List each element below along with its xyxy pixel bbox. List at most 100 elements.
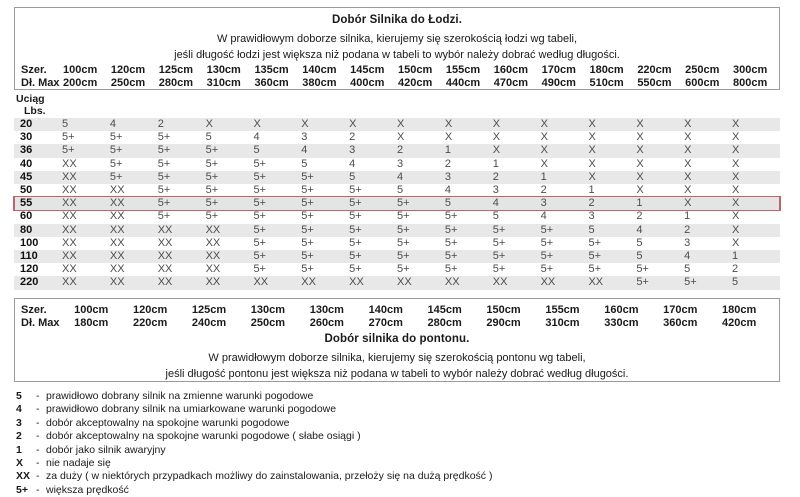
matrix-cell: 5+ [301,263,314,276]
matrix-cell: XX [540,276,589,290]
matrix-cell: 2 [397,144,445,158]
matrix-cell: 3 [349,144,398,158]
matrix-cell: 5+ [157,157,171,170]
matrix-cell: 2 [349,131,356,144]
matrix-cell: 5+ [636,263,649,276]
ponton-length-cell: 330cm [604,317,639,329]
matrix-cell: 5+ [301,223,350,237]
table-row[interactable]: 220 XX XX XX XX XX XX XX XX XX XX XX XX 5+ 5+ 5 [14,276,780,290]
matrix-cell: X [540,131,548,144]
matrix-cell: XX [62,263,77,276]
matrix-cell: XX [62,276,110,290]
matrix-cell: 5+ [684,276,733,290]
table-row[interactable]: 120 XX XX XX XX 5+ 5+ 5+ 5+ 5+ 5+ 5+ 5+ 5+ 5 2 [14,263,780,276]
matrix-cell: 5+ [157,197,206,211]
table-row[interactable]: 40 XX 5+ 5+ 5+ 5+ 5 4 3 2 1 X X X X X [14,158,780,171]
matrix-cell: 5+ [205,157,219,170]
row-label-uciag: 120 [20,263,39,276]
matrix-cell: 4 [684,250,733,264]
table-row[interactable]: 50 XX XX 5+ 5+ 5+ 5+ 5+ 5 4 3 2 1 X X X [14,184,780,197]
boat-width-cell: 220cm [637,64,672,76]
matrix-cell: XX [444,276,493,290]
matrix-cell: X [732,131,740,144]
ponton-width-cell: 170cm [663,304,698,316]
boat-dimension-header: Szer. 100cm 120cm 125cm 130cm 135cm 140cm 145c… [15,64,781,90]
table-row[interactable]: 60 XX XX 5+ 5+ 5+ 5+ 5+ 5+ 5+ 5 4 3 2 1 X [14,210,780,223]
legend-item: 3 - dobór akceptowalny na spokojne warunki… [16,417,786,430]
ponton-header-panel: Szer. 100cm 120cm 125cm 130cm 130cm 140cm 145c… [14,298,780,382]
matrix-cell: XX [109,223,158,237]
ponton-width-cell: 145cm [427,304,462,316]
matrix-cell: 5 [301,157,308,170]
ponton-length-cell: 180cm [74,317,109,329]
row-label-uciag: 55 [14,197,62,211]
matrix-cell: 4 [444,184,451,197]
legend-key: XX [16,470,31,483]
matrix-cell: XX [109,184,125,197]
table-row[interactable]: 20 5 4 2 X X X X X X X X X X X X [14,118,780,132]
matrix-cell: 2 [588,197,637,211]
table-row[interactable]: 80 XX XX XX XX 5+ 5+ 5+ 5+ 5+ 5+ 5+ 5 4 2 X [14,223,780,237]
matrix-cell: 5 [492,210,499,223]
matrix-cell: 5+ [444,236,458,249]
matrix-cell: 5+ [349,236,362,249]
matrix-cell: XX [109,263,125,276]
matrix-cell: XX [397,276,445,290]
boat-subtitle-line2: jeśli długość łodzi jest większa niż pod… [174,48,620,61]
matrix-cell: 5+ [301,236,314,249]
ponton-width-cell: 125cm [191,304,227,316]
matrix-cell: 4 [349,157,356,170]
boat-width-cell: 125cm [158,64,193,76]
matrix-cell: X [636,170,685,185]
matrix-cell: XX [205,263,221,276]
ponton-width-cell: 180cm [722,304,757,316]
row-label-uciag: 220 [14,276,62,290]
matrix-cell: 5+ [205,184,219,197]
matrix-cell: 5+ [636,276,685,290]
matrix-cell: X [732,144,780,158]
matrix-cell: 4 [636,223,685,237]
boat-width-cell: 135cm [254,64,289,76]
row-label-uciag: 30 [20,131,33,144]
matrix-cell: X [684,118,733,132]
matrix-cell: 5+ [253,210,266,223]
ponton-width-cell: 160cm [604,304,639,316]
boat-width-cell: 155cm [445,64,481,76]
legend: 5- prawidłowo dobrany silnik na zmienne w… [16,390,786,497]
table-row[interactable]: 30 5+ 5+ 5+ 5 4 3 2 X X X X X X X X [14,131,780,144]
ponton-title: Dobór silnika do pontonu. [324,333,470,345]
boat-subtitle: W prawidłowym doborze silnika, kierujemy… [15,32,779,64]
matrix-cell: 5+ [588,236,601,249]
boat-length-cell: 360cm [254,77,289,89]
matrix-cell: X [588,144,637,158]
boat-width-cell: 130cm [206,64,241,76]
matrix-cell: 5+ [397,263,410,276]
matrix-cell: 5 [349,170,398,185]
matrix-cell: 5+ [540,250,589,264]
matrix-cell: 2 [684,223,733,237]
matrix-cell: X [684,144,733,158]
boat-width-cell: 180cm [589,64,624,76]
ponton-width-label: Szer. [21,304,47,316]
matrix-cell: X [684,170,733,185]
boat-length-cell: 200cm [63,77,98,89]
matrix-cell: 3 [444,170,493,185]
legend-item: 2 - dobór akceptowalny na spokojne warunki… [16,430,786,443]
legend-dash: - [36,457,40,470]
table-row[interactable]: 55 XX XX 5+ 5+ 5+ 5+ 5+ 5+ 5 4 3 2 1 X X [13,196,781,212]
ponton-width-cell: 120cm [132,304,168,316]
matrix-cell: XX [301,276,350,290]
matrix-cell: 5+ [397,197,445,211]
matrix-cell: X [349,118,398,132]
table-row[interactable]: 100 XX XX XX XX 5+ 5+ 5+ 5+ 5+ 5+ 5+ 5+ 5 3 X [14,237,780,250]
matrix-cell: 4 [492,197,541,211]
table-row[interactable]: 110 XX XX XX XX 5+ 5+ 5+ 5+ 5+ 5+ 5+ 5+ 5 4 1 [14,250,780,264]
table-row[interactable]: 45 XX 5+ 5+ 5+ 5+ 5+ 5 4 3 2 1 X X X X [14,170,780,185]
ponton-width-cell: 150cm [486,304,521,316]
row-label-uciag: 45 [14,170,62,185]
matrix-cell: 3 [684,236,691,249]
matrix-cell: XX [205,223,254,237]
boat-length-cell: 420cm [398,77,433,89]
table-row[interactable]: 36 5+ 5+ 5+ 5+ 5 4 3 2 1 X X X X X X [14,144,780,158]
boat-width-row: Szer. 100cm 120cm 125cm 130cm 135cm 140cm 145c… [15,64,781,77]
